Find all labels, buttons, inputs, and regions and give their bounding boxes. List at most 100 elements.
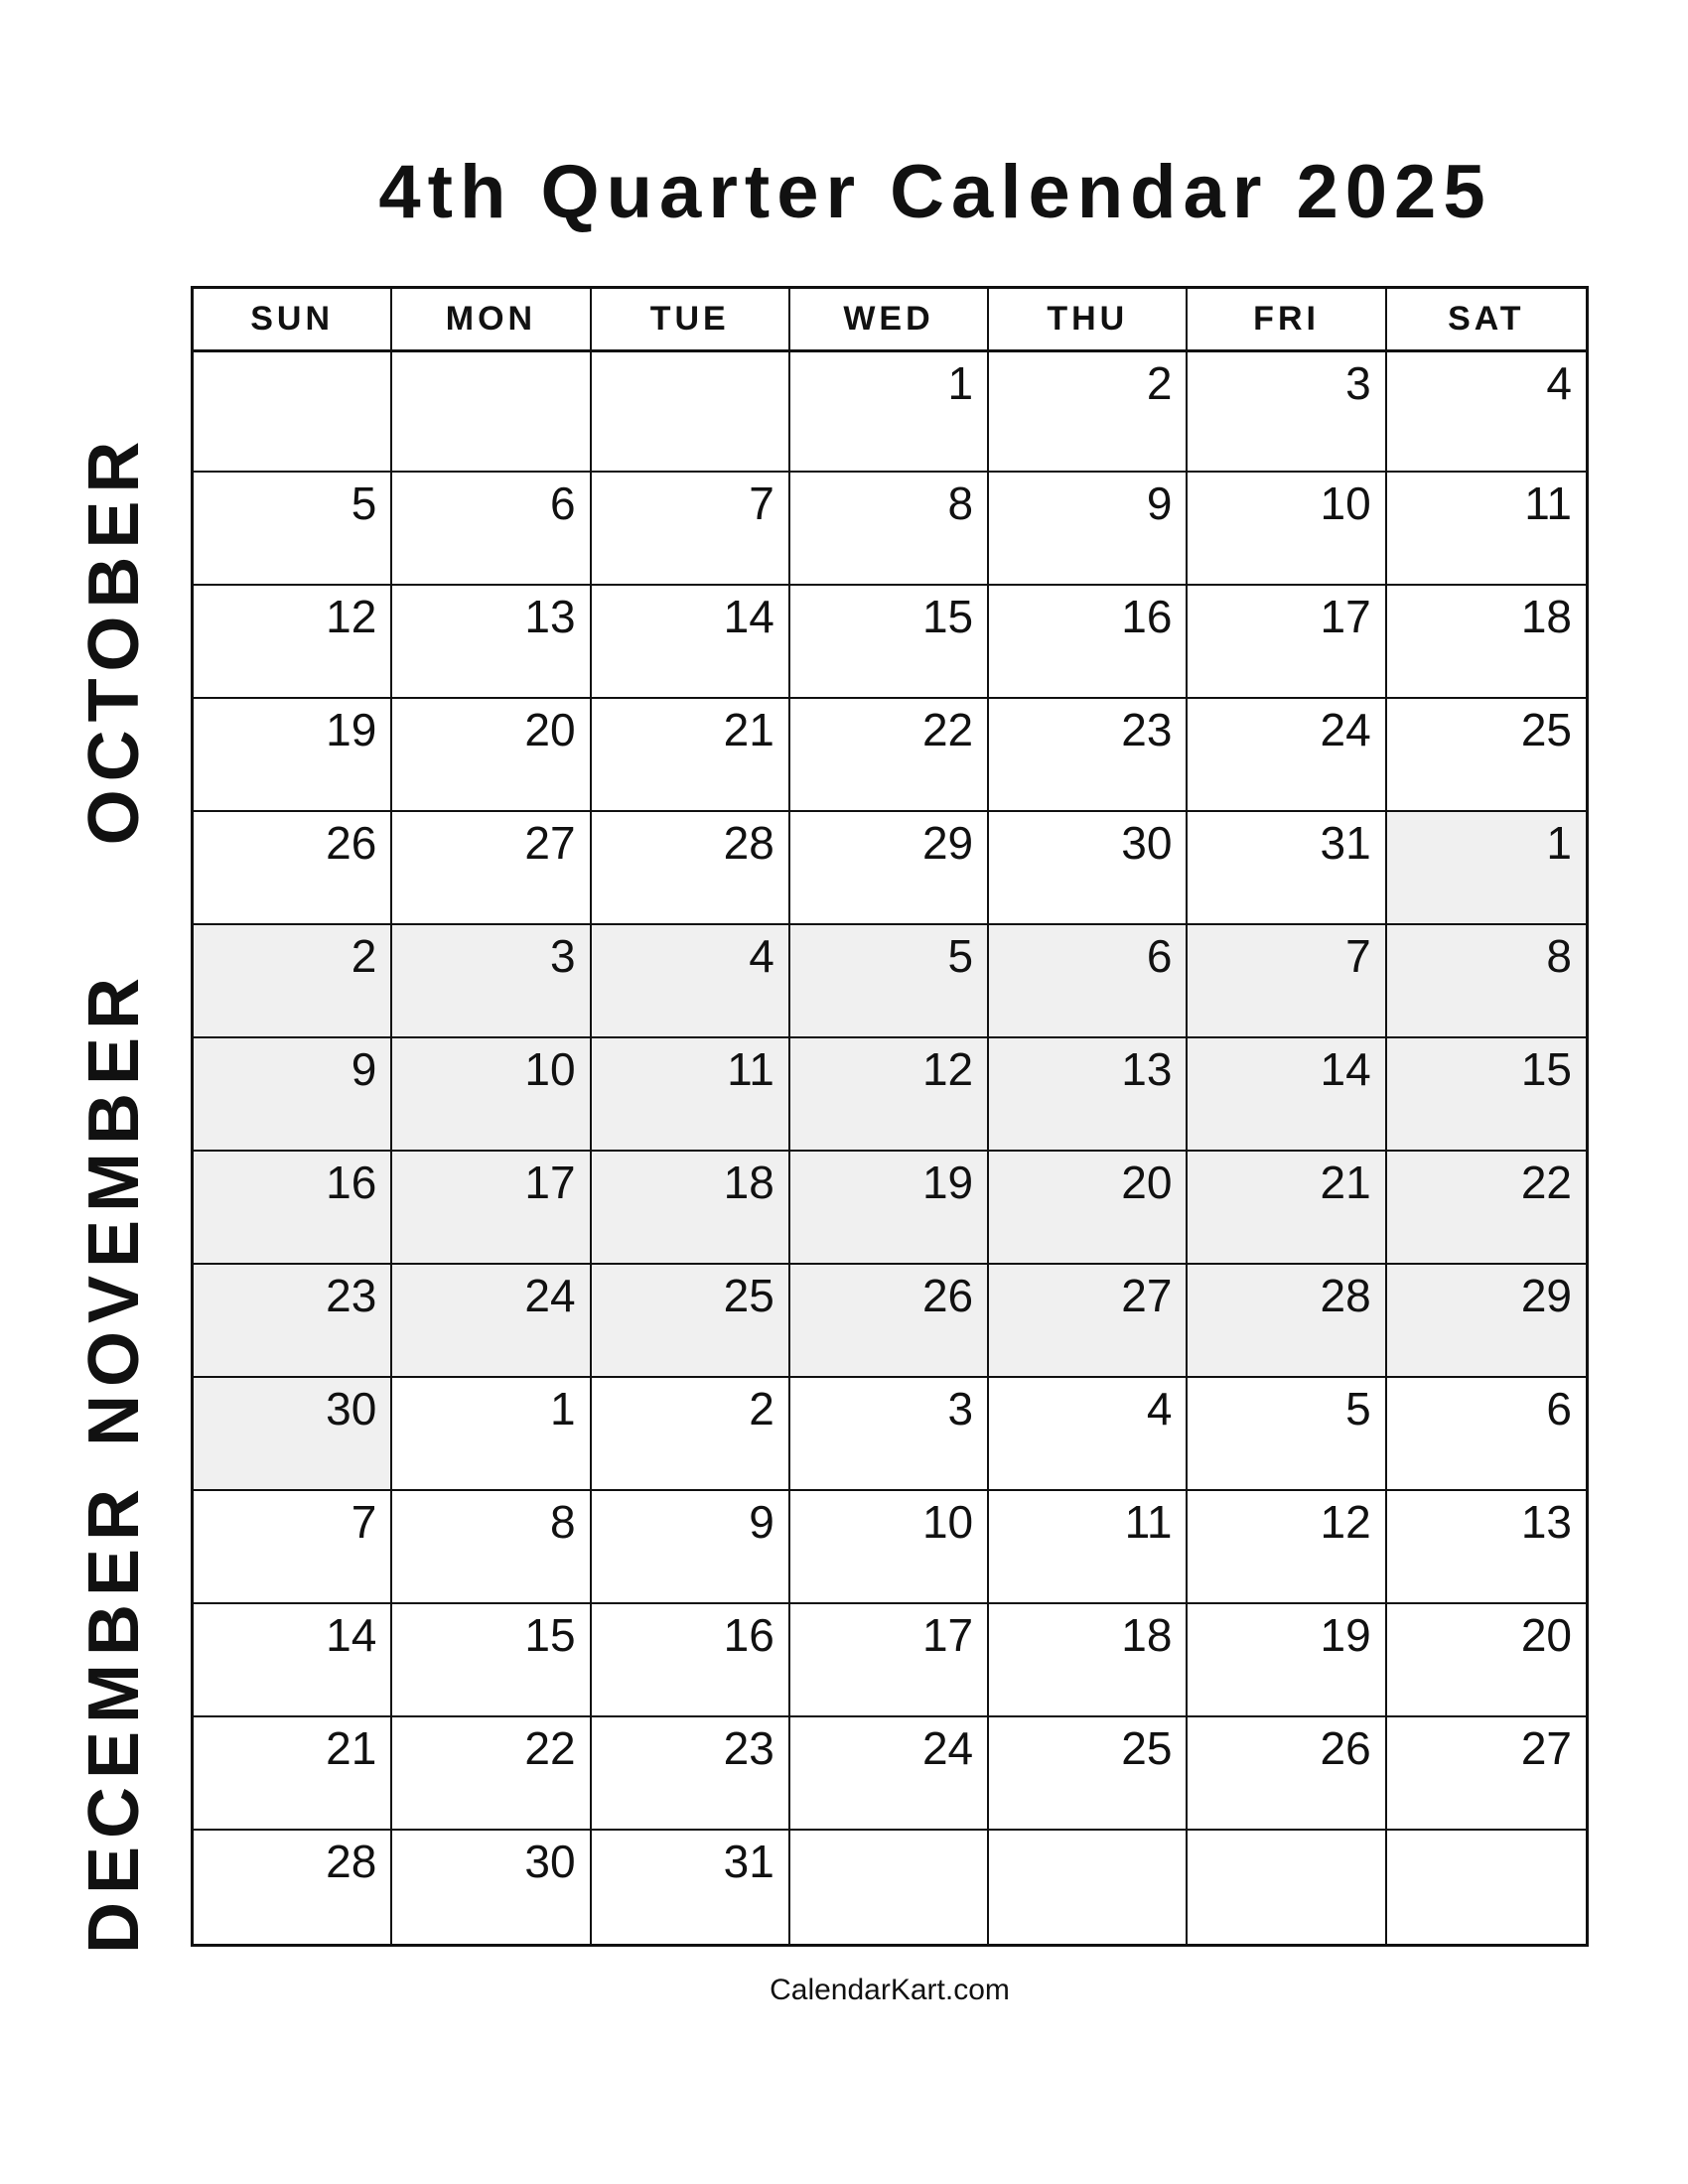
day-cell: 25 — [989, 1717, 1189, 1831]
day-cell: 25 — [1386, 699, 1586, 812]
day-cell — [1387, 1831, 1586, 1944]
calendar-grid: SUN MON TUE WED THU FRI SAT 1 2 3 4 5 6 7 8 9 10 11 12 13 14… — [191, 286, 1589, 1947]
day-cell: 11 — [591, 1038, 790, 1152]
day-cell: 13 — [392, 586, 592, 699]
day-cell: 3 — [392, 925, 592, 1038]
day-cell: 23 — [591, 1717, 790, 1831]
day-cell — [392, 352, 592, 473]
day-cell: 8 — [789, 473, 990, 586]
day-cell: 27 — [1386, 1717, 1586, 1831]
day-cell: 10 — [1188, 473, 1387, 586]
day-cell: 7 — [1188, 925, 1387, 1038]
day-cell: 21 — [194, 1717, 393, 1831]
month-label-october: OCTOBER — [74, 433, 154, 845]
day-cell: 29 — [789, 812, 990, 925]
day-cell: 22 — [789, 699, 990, 812]
day-cell: 4 — [591, 925, 790, 1038]
day-cell: 2 — [194, 925, 393, 1038]
day-cell: 15 — [789, 586, 990, 699]
weekday-header: MON — [392, 289, 592, 352]
day-cell: 16 — [194, 1152, 393, 1265]
day-cell: 6 — [1386, 1378, 1586, 1491]
day-cell: 17 — [1188, 586, 1387, 699]
day-cell: 22 — [392, 1717, 592, 1831]
day-cell: 6 — [392, 473, 592, 586]
day-cell: 12 — [789, 1038, 990, 1152]
day-cell: 3 — [1188, 352, 1387, 473]
day-cell: 14 — [1188, 1038, 1387, 1152]
weekday-header: SAT — [1386, 289, 1586, 352]
day-cell: 17 — [392, 1152, 592, 1265]
day-cell: 5 — [194, 473, 393, 586]
day-cell: 8 — [1386, 925, 1586, 1038]
day-cell: 26 — [194, 812, 393, 925]
day-cell: 5 — [1188, 1378, 1387, 1491]
day-cell: 7 — [194, 1491, 393, 1604]
day-cell: 13 — [989, 1038, 1189, 1152]
day-cell: 15 — [1386, 1038, 1586, 1152]
day-cell — [1188, 1831, 1387, 1944]
month-label-december: DECEMBER — [74, 1480, 154, 1955]
day-cell: 22 — [1386, 1152, 1586, 1265]
day-cell: 28 — [194, 1831, 393, 1944]
day-cell: 16 — [989, 586, 1189, 699]
day-cell: 16 — [591, 1604, 790, 1717]
footer-site-name: CalendarKart.com — [770, 1974, 1010, 2006]
day-cell: 31 — [592, 1831, 790, 1944]
day-cell — [194, 352, 393, 473]
day-cell: 8 — [392, 1491, 592, 1604]
day-cell: 21 — [1188, 1152, 1387, 1265]
page-title: 4th Quarter Calendar 2025 — [378, 150, 1492, 234]
day-cell: 11 — [1386, 473, 1586, 586]
day-cell: 2 — [989, 352, 1189, 473]
day-cell: 25 — [591, 1265, 790, 1378]
day-cell: 30 — [989, 812, 1189, 925]
day-cell: 20 — [1386, 1604, 1586, 1717]
day-cell: 27 — [989, 1265, 1189, 1378]
weekday-header: THU — [989, 289, 1189, 352]
day-cell: 1 — [789, 352, 990, 473]
day-cell: 19 — [194, 699, 393, 812]
day-cell: 18 — [989, 1604, 1189, 1717]
day-cell: 23 — [194, 1265, 393, 1378]
day-cell: 15 — [392, 1604, 592, 1717]
day-cell: 2 — [591, 1378, 790, 1491]
day-cell: 9 — [194, 1038, 393, 1152]
day-cell: 18 — [591, 1152, 790, 1265]
day-cell: 12 — [194, 586, 393, 699]
day-cell: 1 — [392, 1378, 592, 1491]
day-cell: 17 — [789, 1604, 990, 1717]
day-cell: 6 — [989, 925, 1189, 1038]
weekday-header: WED — [789, 289, 990, 352]
day-cell: 12 — [1188, 1491, 1387, 1604]
day-cell: 1 — [1386, 812, 1586, 925]
day-cell: 24 — [789, 1717, 990, 1831]
day-cell: 26 — [1188, 1717, 1387, 1831]
weekday-header: TUE — [591, 289, 790, 352]
day-cell: 19 — [1188, 1604, 1387, 1717]
day-cell: 27 — [392, 812, 592, 925]
day-cell: 10 — [392, 1038, 592, 1152]
day-cell: 11 — [989, 1491, 1189, 1604]
day-cell: 3 — [789, 1378, 990, 1491]
day-cell: 13 — [1386, 1491, 1586, 1604]
day-cell: 18 — [1386, 586, 1586, 699]
day-cell: 21 — [591, 699, 790, 812]
day-cell: 31 — [1188, 812, 1387, 925]
weekday-header: SUN — [194, 289, 393, 352]
day-cell: 14 — [194, 1604, 393, 1717]
day-cell: 20 — [989, 1152, 1189, 1265]
day-cell: 28 — [1188, 1265, 1387, 1378]
day-cell: 29 — [1386, 1265, 1586, 1378]
day-cell: 28 — [591, 812, 790, 925]
day-cell: 23 — [989, 699, 1189, 812]
day-cell: 4 — [989, 1378, 1189, 1491]
day-cell: 10 — [789, 1491, 990, 1604]
day-cell: 20 — [392, 699, 592, 812]
weekday-header: FRI — [1188, 289, 1387, 352]
day-cell: 14 — [591, 586, 790, 699]
day-cell: 5 — [789, 925, 990, 1038]
day-cell — [591, 352, 790, 473]
day-cell: 4 — [1386, 352, 1586, 473]
day-cell: 30 — [194, 1378, 393, 1491]
